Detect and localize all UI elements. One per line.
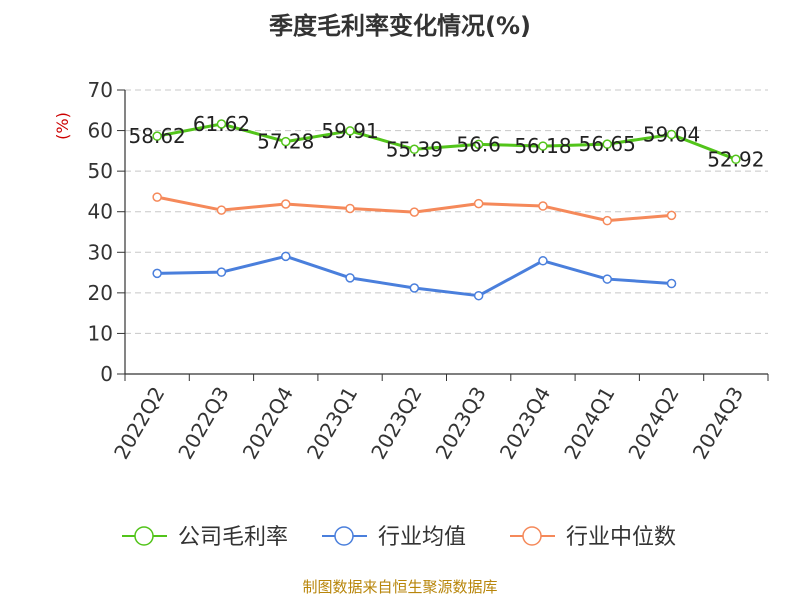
data-point <box>602 139 612 149</box>
data-point <box>473 290 484 301</box>
data-point <box>473 139 484 150</box>
data-label: 55.39 <box>386 137 443 161</box>
source-note: 制图数据来自恒生聚源数据库 <box>302 578 498 596</box>
data-labels: 58.62 61.62 57.28 59.91 55.39 56.6 56.18 56.65 5… <box>129 112 765 171</box>
data-point <box>666 278 677 289</box>
data-point <box>345 126 355 136</box>
data-point <box>666 210 677 221</box>
y-tick-label: 10 <box>88 321 113 345</box>
data-label: 52.92 <box>707 147 764 171</box>
data-label: 58.62 <box>129 124 186 148</box>
data-point <box>345 203 355 214</box>
data-point <box>281 136 291 147</box>
data-point <box>152 192 162 202</box>
data-label: 56.6 <box>456 132 501 156</box>
legend-marker <box>334 526 354 546</box>
y-tick-label: 50 <box>88 159 113 183</box>
data-point <box>216 267 227 277</box>
data-point <box>538 201 548 211</box>
data-label: 57.28 <box>257 130 314 154</box>
y-tick-label: 60 <box>88 119 113 143</box>
legend: 公司毛利率 行业均值 行业中位数 <box>122 525 676 550</box>
data-point <box>602 215 612 226</box>
data-point <box>602 274 612 284</box>
x-tick-label: 2023Q4 <box>495 383 555 464</box>
y-axis-label: (%) <box>53 112 72 140</box>
y-tick-label: 40 <box>88 200 113 224</box>
data-point <box>216 119 227 129</box>
data-point <box>345 273 355 283</box>
x-tick-label: 2024Q3 <box>688 383 748 464</box>
x-tick-label: 2024Q1 <box>559 383 619 464</box>
x-tick-label: 2022Q4 <box>238 383 298 464</box>
legend-label: 行业均值 <box>378 525 466 550</box>
data-point <box>409 283 420 293</box>
legend-marker <box>522 526 542 546</box>
data-label: 59.04 <box>643 122 700 146</box>
x-tick-label: 2023Q2 <box>366 383 426 464</box>
data-point <box>216 205 227 215</box>
legend-marker <box>134 526 154 546</box>
y-tick-label: 70 <box>88 78 113 102</box>
data-point <box>731 154 741 165</box>
data-point <box>473 198 484 209</box>
x-tick-label: 2024Q2 <box>623 383 683 464</box>
data-point <box>666 129 677 140</box>
y-tick-label: 20 <box>88 281 113 305</box>
series-line-0 <box>156 122 737 161</box>
data-point <box>538 141 548 151</box>
x-tick-label: 2023Q3 <box>431 383 491 464</box>
data-point <box>409 144 420 155</box>
data-label: 56.18 <box>514 134 571 158</box>
x-tick-label: 2022Q2 <box>109 383 169 464</box>
y-tick-label: 0 <box>100 362 113 386</box>
data-point <box>409 207 420 217</box>
data-label: 59.91 <box>321 119 378 143</box>
data-label: 56.65 <box>579 132 636 156</box>
y-tick-label: 30 <box>88 240 113 264</box>
legend-label: 公司毛利率 <box>178 525 288 550</box>
data-point <box>538 256 548 266</box>
data-label: 61.62 <box>193 112 250 136</box>
chart-title: 季度毛利率变化情况(%) <box>269 12 531 40</box>
legend-label: 行业中位数 <box>566 525 676 550</box>
series <box>152 119 741 301</box>
data-point <box>281 251 291 262</box>
data-point <box>281 199 291 209</box>
x-tick-label: 2022Q3 <box>173 383 233 464</box>
x-tick-label: 2023Q1 <box>302 383 362 464</box>
data-point <box>152 268 162 279</box>
data-point <box>152 131 162 141</box>
